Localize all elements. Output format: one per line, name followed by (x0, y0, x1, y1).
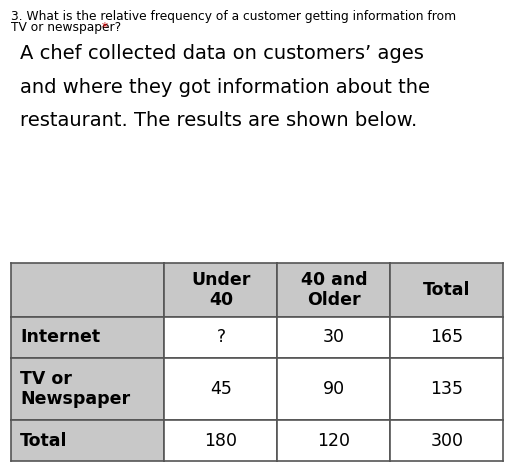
Text: and where they got information about the: and where they got information about the (20, 78, 429, 97)
Text: 30: 30 (322, 328, 344, 346)
Text: *: * (98, 21, 108, 34)
Text: 45: 45 (210, 380, 231, 398)
Text: Under
40: Under 40 (191, 271, 250, 309)
Text: restaurant. The results are shown below.: restaurant. The results are shown below. (20, 111, 417, 130)
Text: TV or newspaper?: TV or newspaper? (11, 21, 121, 34)
Text: A chef collected data on customers’ ages: A chef collected data on customers’ ages (20, 44, 423, 63)
Text: ?: ? (216, 328, 225, 346)
Text: 300: 300 (430, 432, 463, 450)
Text: 165: 165 (430, 328, 463, 346)
Text: 135: 135 (430, 380, 463, 398)
Text: 3. What is the relative frequency of a customer getting information from: 3. What is the relative frequency of a c… (11, 10, 456, 23)
Text: 40 and
Older: 40 and Older (300, 271, 367, 309)
Text: 120: 120 (317, 432, 350, 450)
Text: TV or
Newspaper: TV or Newspaper (20, 370, 130, 408)
Text: Total: Total (422, 281, 470, 299)
Text: 90: 90 (322, 380, 344, 398)
Text: 180: 180 (204, 432, 237, 450)
Text: Internet: Internet (20, 328, 100, 346)
Text: Total: Total (20, 432, 68, 450)
